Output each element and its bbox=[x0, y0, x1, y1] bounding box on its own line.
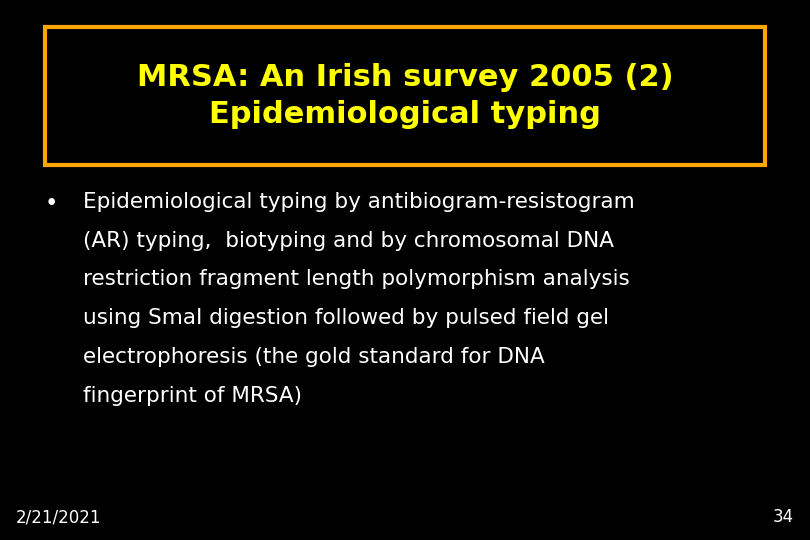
Text: MRSA: An Irish survey 2005 (2)
Epidemiological typing: MRSA: An Irish survey 2005 (2) Epidemiol… bbox=[137, 63, 673, 129]
Text: (AR) typing,  biotyping and by chromosomal DNA: (AR) typing, biotyping and by chromosoma… bbox=[83, 231, 615, 251]
Text: electrophoresis (the gold standard for DNA: electrophoresis (the gold standard for D… bbox=[83, 347, 545, 367]
Text: 2/21/2021: 2/21/2021 bbox=[16, 509, 102, 526]
Text: Epidemiological typing by antibiogram-resistogram: Epidemiological typing by antibiogram-re… bbox=[83, 192, 635, 212]
Bar bbox=[45, 27, 765, 165]
Text: fingerprint of MRSA): fingerprint of MRSA) bbox=[83, 386, 302, 406]
Text: using SmaI digestion followed by pulsed field gel: using SmaI digestion followed by pulsed … bbox=[83, 308, 609, 328]
Text: restriction fragment length polymorphism analysis: restriction fragment length polymorphism… bbox=[83, 269, 630, 289]
Text: 34: 34 bbox=[773, 509, 794, 526]
Text: •: • bbox=[45, 192, 58, 215]
